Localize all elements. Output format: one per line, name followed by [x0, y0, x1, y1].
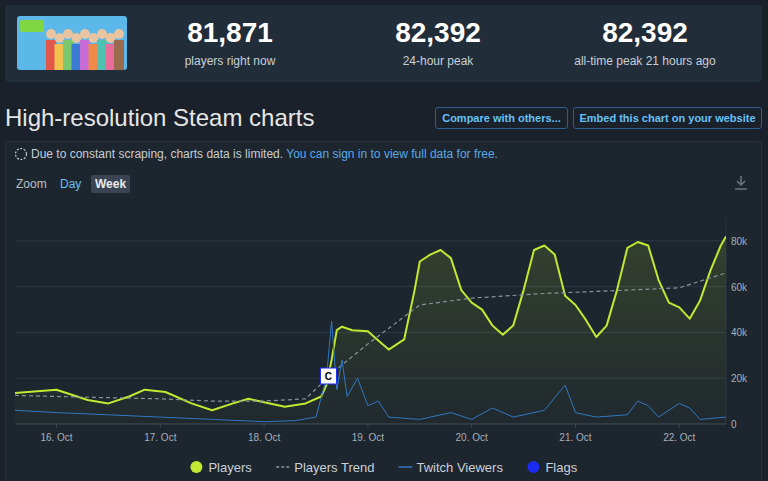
notice: Due to constant scraping, charts data is… — [31, 147, 498, 161]
flag — [320, 368, 336, 384]
thumb-body — [114, 40, 124, 70]
legend-label: Twitch Viewers — [416, 460, 503, 475]
y-tick-label: 40k — [731, 327, 748, 338]
zoom-label: Zoom — [16, 177, 47, 191]
x-tick — [575, 424, 576, 428]
stat-label: all-time peak 21 hours ago — [535, 54, 755, 68]
legend-item: Twitch Viewers — [398, 460, 503, 475]
stat-value: 82,392 — [328, 17, 548, 49]
x-tick — [471, 424, 472, 428]
thumb-logo — [20, 20, 44, 32]
plot-area — [15, 237, 726, 424]
notice-circle — [16, 149, 27, 160]
x-tick — [679, 424, 680, 428]
thumb-head — [97, 29, 107, 39]
x-tick-label: 22. Oct — [663, 432, 695, 443]
stat-label: players right now — [120, 54, 340, 68]
stat-value: 82,392 — [535, 17, 755, 49]
flag-label: C — [325, 371, 332, 382]
series-line — [15, 321, 726, 422]
legend-swatch — [527, 461, 539, 473]
button[interactable]: Compare with others... — [435, 107, 568, 129]
zoom-option[interactable]: Week — [91, 175, 130, 193]
x-tick — [56, 424, 57, 428]
x-tick — [367, 424, 368, 428]
button[interactable]: Embed this chart on your website — [573, 107, 762, 129]
stat-value: 81,871 — [120, 17, 340, 49]
y-tick-label: 80k — [731, 236, 748, 247]
legend-swatch — [190, 461, 202, 473]
x-tick — [160, 424, 161, 428]
players-area — [15, 237, 726, 424]
download-arrow — [735, 176, 747, 189]
legend-label: Players — [208, 460, 252, 475]
legend-item: Players — [190, 460, 252, 475]
legend-swatch — [398, 466, 412, 468]
y-tick-label: 0 — [731, 419, 737, 430]
header-panel: 81,871 players right now 82,392 24-hour pea… — [5, 5, 762, 82]
x-tick-label: 20. Oct — [456, 432, 488, 443]
y-tick-label: 60k — [731, 282, 748, 293]
legend: Players Players Trend Twitch Viewers Flags — [190, 460, 577, 475]
x-tick — [264, 424, 265, 428]
x-tick-label: 19. Oct — [352, 432, 384, 443]
stat-label: 24-hour peak — [328, 54, 548, 68]
x-tick-label: 16. Oct — [40, 432, 72, 443]
zoom-option[interactable]: Day — [56, 175, 85, 193]
page-title: High-resolution Steam charts — [5, 104, 314, 132]
series-line — [15, 273, 726, 401]
thumb-head — [63, 29, 73, 39]
grid-line — [15, 240, 726, 241]
thumb-head — [46, 29, 56, 39]
notice-icon — [14, 147, 28, 161]
chart: 0 20k 40k 60k 80k 16. Oct 17. Oct 18. Oct 19. Oc… — [0, 0, 768, 481]
legend-item: Flags — [527, 460, 577, 475]
y-tick-label: 20k — [731, 373, 748, 384]
legend-swatch — [276, 466, 290, 468]
thumb-head — [80, 29, 90, 39]
x-tick-label: 17. Oct — [144, 432, 176, 443]
x-tick-label: 18. Oct — [248, 432, 280, 443]
legend-label: Flags — [545, 460, 577, 475]
notice-link[interactable]: You can sign in to view full data for fr… — [286, 147, 498, 161]
legend-label: Players Trend — [294, 460, 374, 475]
game-thumbnail — [17, 16, 127, 70]
thumb-head — [114, 29, 124, 39]
notice-text: Due to constant scraping, charts data is… — [31, 147, 283, 161]
legend-item: Players Trend — [276, 460, 374, 475]
download-icon[interactable] — [735, 176, 747, 189]
series-line — [15, 237, 726, 411]
x-tick-label: 21. Oct — [559, 432, 591, 443]
